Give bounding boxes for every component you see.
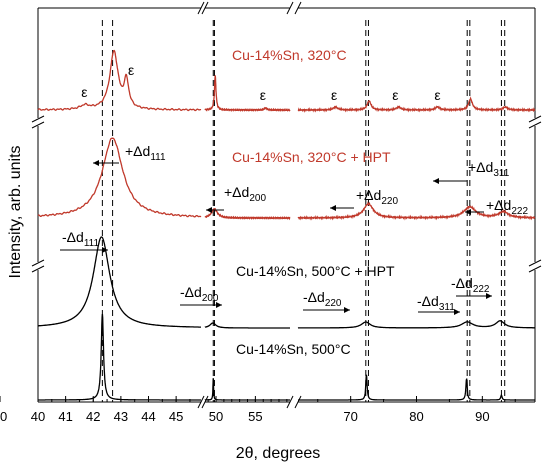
y-break-mark: [528, 265, 542, 273]
x-tick-label: 42: [86, 409, 100, 424]
x-tick-label: 80: [409, 409, 423, 424]
x-tick-label: 41: [58, 409, 72, 424]
series-label: Cu-14%Sn, 500°C + HPT: [236, 263, 395, 279]
axis-break-mark: [197, 1, 205, 15]
diffraction-curve: [297, 201, 536, 221]
shift-label: +Δd220: [356, 187, 398, 207]
y-break-mark: [31, 121, 45, 129]
x-axis-ticks: 40 41 42 43 44 45 50 55 60 70 80 90: [0, 396, 516, 424]
shift-arrow-head: [102, 247, 108, 253]
y-break-mark: [528, 115, 542, 123]
diffraction-curve: [204, 207, 291, 221]
y-axis-label: Intensity, arb. units: [7, 145, 24, 278]
shift-arrow-head: [433, 178, 439, 184]
series-label: Cu-14%Sn, 320°C: [232, 47, 347, 63]
shift-label: -Δd111: [62, 229, 99, 249]
epsilon-marker: ε: [81, 84, 87, 100]
axis-break-mark: [286, 1, 294, 15]
y-break-mark: [31, 265, 45, 273]
y-break-gap: [33, 262, 43, 270]
x-tick-label: 60: [0, 409, 7, 424]
diffraction-curve: [297, 320, 535, 329]
y-break-gap: [530, 262, 540, 270]
shift-arrow-head: [486, 293, 492, 299]
epsilon-marker: ε: [260, 87, 266, 103]
shift-label: +Δd200: [224, 184, 266, 204]
epsilon-marker: ε: [128, 62, 134, 78]
diffraction-curve: [37, 49, 202, 112]
axis-break-mark: [294, 1, 302, 15]
shift-arrow-head: [344, 307, 350, 313]
x-axis-label: 2θ, degrees: [236, 445, 321, 462]
diffraction-curve: [297, 96, 536, 113]
x-tick-label: 50: [209, 409, 223, 424]
x-tick-label: 40: [31, 409, 45, 424]
y-break-mark: [528, 259, 542, 267]
shift-label: +Δd311: [468, 159, 510, 179]
shift-arrow-head: [206, 207, 212, 213]
axis-break-mark: [294, 395, 302, 409]
shift-label: +Δd111: [125, 143, 166, 163]
x-tick-label: 44: [141, 409, 155, 424]
epsilon-marker: ε: [392, 87, 398, 103]
shift-arrow-head: [93, 160, 99, 166]
shift-arrow-head: [454, 309, 460, 315]
shift-label: -Δd311: [417, 293, 455, 313]
diffraction-curve: [37, 137, 202, 218]
series-label: Cu-14%Sn, 500°C: [236, 341, 351, 357]
shift-label: +Δd222: [486, 197, 528, 217]
x-tick-label: 43: [114, 409, 128, 424]
epsilon-marker: ε: [331, 87, 337, 103]
diffraction-curve: [204, 75, 291, 112]
y-break-mark: [31, 259, 45, 267]
shift-label: -Δd222: [451, 275, 490, 295]
shift-arrow-head: [216, 302, 222, 308]
x-tick-label: 45: [169, 409, 183, 424]
diffraction-curve: [38, 236, 201, 328]
y-break-mark: [528, 121, 542, 129]
shift-label: -Δd200: [180, 284, 219, 304]
shift-arrow-head: [465, 209, 471, 215]
diffraction-curve: [204, 378, 290, 401]
axis-break-mark: [286, 395, 294, 409]
diffraction-curve: [204, 322, 290, 329]
shift-annotations: ε ε ε ε ε ε +Δd111 +Δd200 +Δd220 +Δd311 +Δd222 -Δd1…: [60, 62, 528, 315]
axis-break-mark: [201, 1, 209, 15]
axis-break-mark: [197, 395, 205, 409]
x-tick-label: 70: [343, 409, 357, 424]
y-break-mark: [31, 115, 45, 123]
shift-arrow-head: [330, 205, 336, 211]
x-tick-label: 55: [248, 409, 262, 424]
shift-label: -Δd220: [303, 289, 342, 309]
series-label: Cu-14%Sn, 320°C + HPT: [232, 149, 391, 165]
axis-break-mark: [201, 395, 209, 409]
x-tick-label: 90: [475, 409, 489, 424]
y-break-gap: [530, 118, 540, 126]
series-labels: Cu-14%Sn, 320°C Cu-14%Sn, 320°C + HPT Cu-1…: [232, 47, 395, 357]
epsilon-marker: ε: [434, 87, 440, 103]
y-break-gap: [33, 118, 43, 126]
